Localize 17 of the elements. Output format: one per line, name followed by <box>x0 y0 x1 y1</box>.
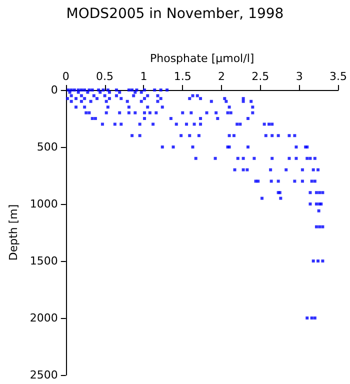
x-axis-title: Phosphate [µmol/l] <box>150 52 254 65</box>
x-tick-label: 0.5 <box>96 70 114 83</box>
y-tick-label: 0 <box>50 84 58 96</box>
x-tick-label: 0 <box>62 70 70 83</box>
y-tick-label: 2000 <box>30 312 58 324</box>
chart-title: MODS2005 in November, 1998 <box>66 6 284 22</box>
y-tick-label: 2500 <box>30 368 58 382</box>
y-tick-label: 500 <box>36 140 58 154</box>
y-axis-title: Depth [m] <box>7 204 20 261</box>
x-tick-label: 1 <box>140 70 148 83</box>
x-tick-label: 3 <box>296 70 303 83</box>
x-tick-label: 2 <box>218 70 226 83</box>
x-tick-label: 1.5 <box>174 70 192 83</box>
x-tick-label: 2.5 <box>252 70 270 83</box>
x-tick-label: 3.5 <box>330 70 348 83</box>
y-tick-label: 1500 <box>30 254 58 268</box>
y-tick-label: 1000 <box>30 198 58 210</box>
